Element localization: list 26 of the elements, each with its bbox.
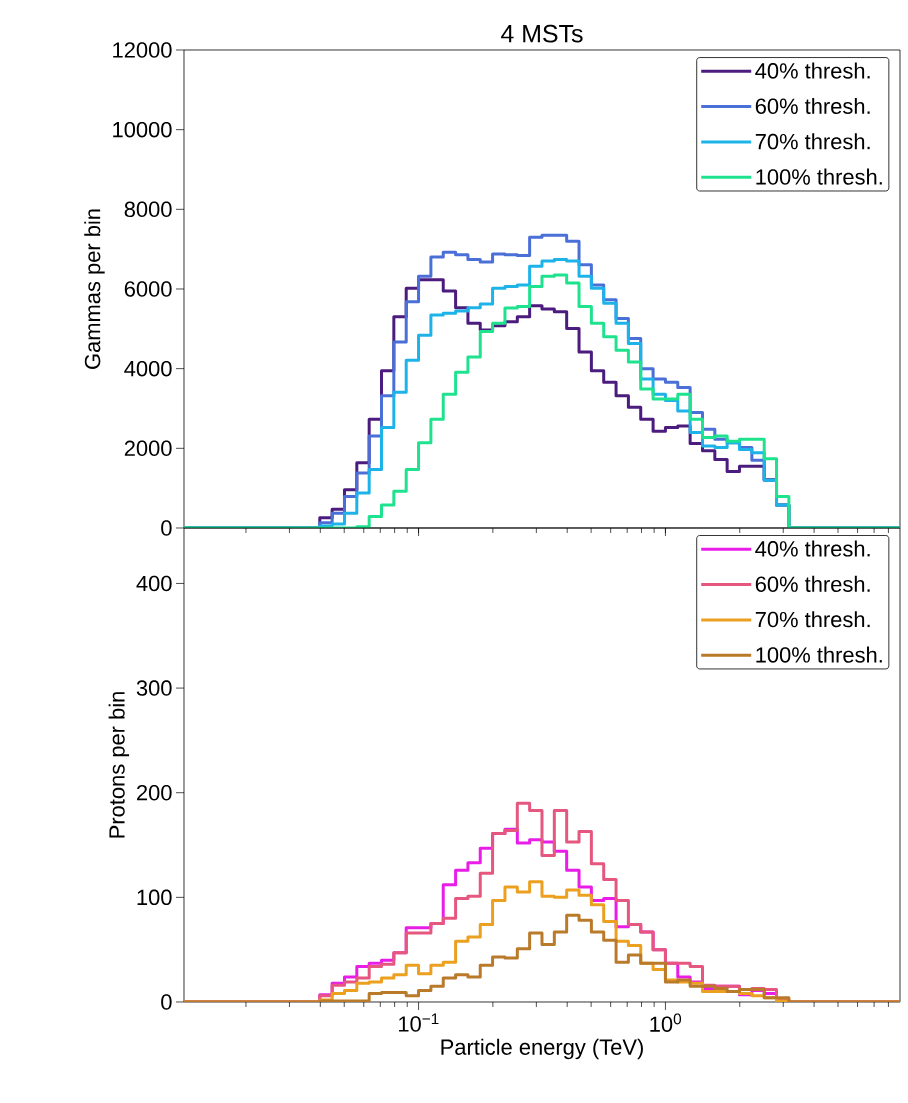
legend-label: 40% thresh. xyxy=(755,62,870,79)
y-tick-label: 200 xyxy=(137,784,172,801)
chart-title: 4 MSTs xyxy=(501,24,583,43)
y-tick-label: 0 xyxy=(161,520,172,536)
y-axis-title: Gammas per bin xyxy=(84,209,105,369)
y-tick-label: 400 xyxy=(136,575,172,592)
y-tick-label: 0 xyxy=(161,994,172,1010)
y-tick-label: 2000 xyxy=(124,440,172,457)
legend-label: 70% thresh. xyxy=(755,133,870,150)
y-tick-label: 12000 xyxy=(113,42,172,58)
y-axis-title: Protons per bin xyxy=(108,692,130,838)
x-axis-title: Particle energy (TeV) xyxy=(441,1038,643,1060)
y-tick-label: 100 xyxy=(137,889,172,906)
y-tick-label: 6000 xyxy=(124,281,172,297)
legend-label: 100% thresh. xyxy=(756,646,882,663)
x-tick-label: 10$^{0}$ xyxy=(650,1013,682,1032)
legend-label: 60% thresh. xyxy=(755,575,870,592)
legend-label: 40% thresh. xyxy=(755,540,870,557)
legend-label: 60% thresh. xyxy=(755,97,870,115)
legend-label: 100% thresh. xyxy=(756,168,882,185)
y-tick-label: 10000 xyxy=(113,121,172,138)
y-tick-label: 4000 xyxy=(124,360,172,377)
legend-label: 70% thresh. xyxy=(755,611,870,628)
y-tick-label: 8000 xyxy=(124,201,172,218)
x-tick-label: 10$^{−1}$ xyxy=(399,1013,439,1032)
y-tick-label: 300 xyxy=(136,680,172,696)
